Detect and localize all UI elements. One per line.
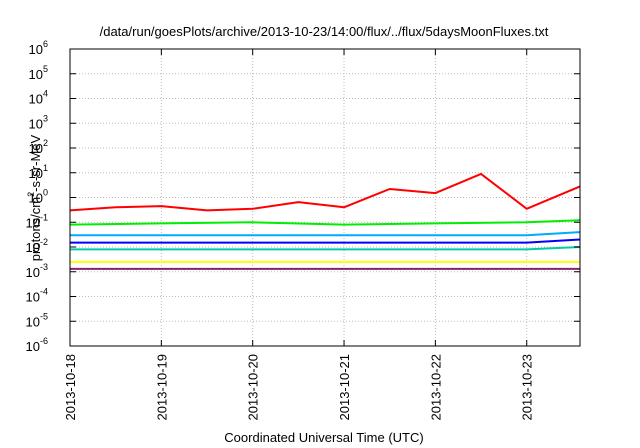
- y-tick-exponent: -2: [40, 237, 48, 247]
- y-tick-base: 10: [26, 290, 40, 305]
- y-tick-label: 101: [29, 163, 48, 181]
- y-tick-base: 10: [26, 339, 40, 354]
- y-tick-exponent: 3: [43, 113, 48, 123]
- y-tick-exponent: 1: [43, 163, 48, 173]
- y-tick-base: 10: [29, 42, 43, 57]
- y-tick-label: 10-6: [26, 336, 48, 354]
- y-tick-exponent: 6: [43, 39, 48, 49]
- series-line: [70, 238, 581, 244]
- y-tick-label: 10-5: [26, 311, 48, 329]
- series-line: [69, 219, 581, 226]
- y-tick-base: 10: [26, 215, 40, 230]
- y-tick-base: 10: [29, 191, 43, 206]
- y-tick-label: 106: [29, 39, 48, 57]
- x-tick-label: 2013-10-20: [246, 354, 261, 421]
- y-tick-exponent: 4: [43, 89, 48, 99]
- y-tick-label: 10-1: [26, 212, 48, 230]
- y-tick-label: 104: [29, 89, 48, 107]
- y-tick-label: 100: [29, 188, 48, 206]
- grid-lines: [70, 48, 580, 347]
- y-tick-exponent: -6: [40, 336, 48, 346]
- y-tick-label: 10-3: [26, 262, 48, 280]
- x-tick-label: 2013-10-23: [520, 354, 535, 421]
- y-axis-label-base: protons/cm: [28, 197, 43, 261]
- series-line: [70, 246, 581, 251]
- y-tick-exponent: -1: [40, 212, 48, 222]
- y-tick-exponent: 2: [43, 138, 48, 148]
- series-line: [69, 172, 581, 212]
- y-axis-label: protons/cm2-s-sr-MeV: [26, 134, 43, 261]
- y-tick-exponent: -3: [40, 262, 48, 272]
- y-tick-base: 10: [26, 240, 40, 255]
- y-axis-label-sup: 2: [26, 192, 36, 197]
- chart-title: /data/run/goesPlots/archive/2013-10-23/1…: [100, 24, 549, 39]
- x-axis-label: Coordinated Universal Time (UTC): [224, 430, 423, 445]
- x-tick-label: 2013-10-22: [428, 354, 443, 421]
- y-tick-label: 102: [29, 138, 48, 156]
- y-tick-label: 103: [29, 113, 48, 131]
- y-tick-exponent: -4: [40, 287, 48, 297]
- y-tick-exponent: 5: [43, 64, 48, 74]
- series-layer: [69, 172, 581, 270]
- y-tick-base: 10: [26, 314, 40, 329]
- y-tick-base: 10: [26, 265, 40, 280]
- y-tick-label: 105: [29, 64, 48, 82]
- x-axis-ticks: 2013-10-18 2013-10-19 2013-10-20 2013-10-21…: [63, 49, 535, 421]
- x-tick-label: 2013-10-19: [154, 354, 169, 421]
- y-tick-base: 10: [29, 67, 43, 82]
- x-tick-label: 2013-10-21: [337, 354, 352, 421]
- y-tick-base: 10: [29, 166, 43, 181]
- y-tick-label: 10-2: [26, 237, 48, 255]
- y-tick-base: 10: [29, 116, 43, 131]
- y-axis-label-rest: -s-sr-MeV: [28, 134, 43, 191]
- y-axis-ticks: 10-610-510-410-310-210-11001011021031041…: [26, 39, 580, 354]
- y-tick-base: 10: [29, 92, 43, 107]
- y-tick-exponent: 0: [43, 188, 48, 198]
- x-tick-label: 2013-10-18: [63, 354, 78, 421]
- y-tick-exponent: -5: [40, 311, 48, 321]
- series-line: [70, 231, 581, 237]
- y-tick-label: 10-4: [26, 287, 48, 305]
- y-tick-base: 10: [29, 141, 43, 156]
